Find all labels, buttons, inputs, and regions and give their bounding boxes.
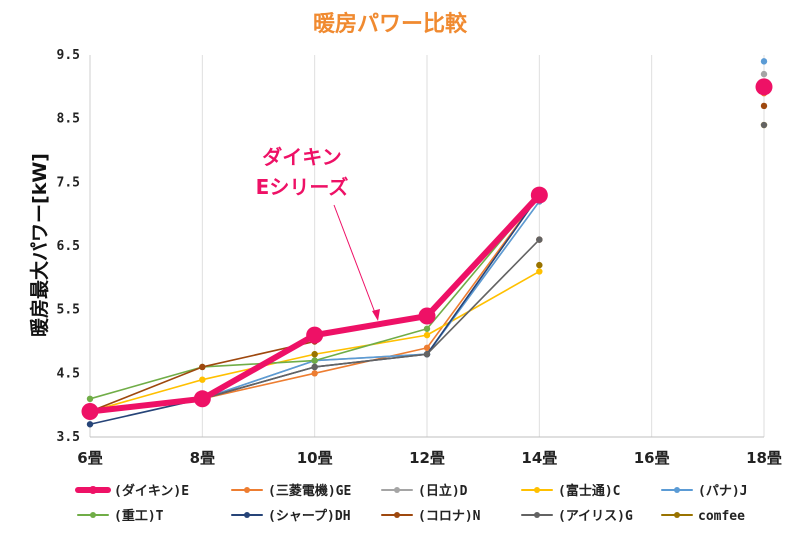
- legend-swatch-marker: [89, 486, 97, 494]
- legend: (ダイキン)E (三菱電機)GE (日立)D (富士通)C (パナ)J (重工)T (シャー…: [75, 483, 747, 524]
- x-tick-label: 8畳: [190, 449, 215, 467]
- data-point: [536, 236, 543, 243]
- annotation: ダイキン Eシリーズ: [256, 145, 380, 321]
- legend-label: comfee: [698, 509, 745, 524]
- data-point: [423, 325, 431, 332]
- y-axis-label: 暖房最大パワー[kW]: [28, 153, 51, 337]
- x-tick-label: 10畳: [297, 449, 333, 467]
- y-tick-labels: 3.5 4.5 5.5 6.5 7.5 8.5 9.5: [57, 48, 80, 445]
- legend-label: (ダイキン)E: [114, 483, 189, 499]
- legend-swatch-marker: [674, 512, 680, 518]
- annotation-arrow-line: [333, 204, 378, 319]
- legend-swatch-marker: [534, 512, 540, 518]
- annotation-line-1: ダイキン: [262, 145, 341, 169]
- legend-swatch-marker: [674, 487, 680, 493]
- data-point: [760, 102, 768, 110]
- x-tick-label: 12畳: [409, 449, 445, 467]
- legend-label: (重工)T: [114, 508, 164, 524]
- legend-swatch-marker: [394, 487, 400, 493]
- legend-label: (日立)D: [418, 483, 468, 499]
- series-lines: [81, 58, 773, 428]
- data-point: [418, 307, 436, 325]
- annotation-line-2: Eシリーズ: [256, 175, 349, 199]
- data-point: [199, 376, 206, 383]
- data-point: [193, 390, 211, 408]
- data-point: [86, 421, 94, 428]
- data-point: [311, 351, 318, 358]
- legend-label: (アイリス)G: [558, 509, 633, 524]
- x-tick-label: 16畳: [634, 449, 670, 467]
- legend-swatch-marker: [534, 487, 540, 493]
- y-tick-label: 5.5: [57, 303, 80, 318]
- data-point: [306, 326, 324, 344]
- y-tick-label: 4.5: [57, 366, 80, 381]
- legend-label: (コロナ)N: [418, 509, 481, 524]
- data-point: [423, 344, 431, 352]
- data-point: [423, 351, 431, 358]
- data-point: [755, 78, 773, 96]
- legend-label: (パナ)J: [698, 484, 747, 499]
- data-point: [423, 331, 431, 339]
- data-point: [311, 363, 318, 371]
- data-point: [760, 70, 768, 78]
- data-point: [760, 121, 768, 129]
- data-point: [199, 363, 206, 371]
- data-point: [86, 395, 94, 402]
- legend-label: (富士通)C: [558, 483, 620, 499]
- data-point: [536, 261, 543, 269]
- legend-swatch-marker: [244, 512, 250, 518]
- y-tick-label: 9.5: [57, 48, 80, 63]
- legend-swatch-marker: [394, 512, 400, 518]
- y-tick-label: 7.5: [57, 175, 80, 190]
- series-group: [81, 78, 773, 421]
- gridlines: [89, 55, 765, 438]
- chart-title: 暖房パワー比較: [313, 11, 468, 37]
- y-tick-label: 3.5: [57, 430, 80, 445]
- series-group: [311, 261, 543, 358]
- legend-swatch-marker: [244, 487, 250, 493]
- y-tick-label: 8.5: [57, 112, 80, 127]
- legend-swatch-marker: [90, 512, 96, 518]
- data-point: [311, 357, 318, 364]
- y-tick-label: 6.5: [57, 239, 80, 254]
- x-tick-label: 6畳: [77, 449, 102, 467]
- data-point: [760, 58, 768, 65]
- legend-label: (三菱電機)GE: [268, 483, 351, 499]
- legend-label: (シャープ)DH: [268, 509, 351, 524]
- data-point: [81, 403, 99, 421]
- x-tick-label: 18畳: [746, 449, 782, 467]
- data-point: [536, 268, 543, 275]
- data-point: [530, 186, 548, 204]
- x-tick-labels: 6畳 8畳 10畳 12畳 14畳 16畳 18畳: [77, 449, 782, 467]
- x-tick-label: 14畳: [521, 449, 557, 467]
- annotation-arrow-head: [372, 309, 380, 321]
- data-point: [311, 370, 318, 377]
